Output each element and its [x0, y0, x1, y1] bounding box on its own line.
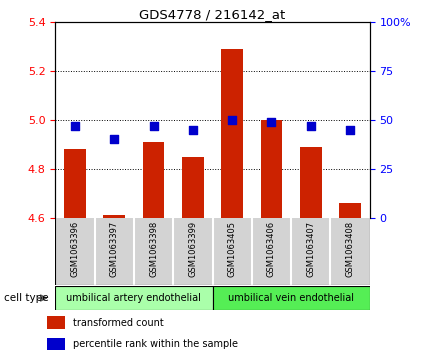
Bar	[64, 149, 86, 218]
Text: GSM1063407: GSM1063407	[306, 221, 315, 277]
Bar	[221, 49, 243, 218]
Text: GSM1063406: GSM1063406	[267, 221, 276, 277]
Text: umbilical vein endothelial: umbilical vein endothelial	[228, 293, 354, 303]
Point	[229, 117, 235, 123]
Point	[190, 127, 196, 132]
Bar	[47, 317, 65, 329]
Text: GSM1063398: GSM1063398	[149, 221, 158, 277]
Text: transformed count: transformed count	[73, 318, 163, 327]
Text: GSM1063396: GSM1063396	[71, 221, 79, 277]
Bar	[339, 203, 361, 218]
Text: umbilical artery endothelial: umbilical artery endothelial	[66, 293, 201, 303]
Text: GSM1063397: GSM1063397	[110, 221, 119, 277]
Bar	[261, 120, 282, 218]
Bar	[212, 286, 370, 310]
Point	[307, 123, 314, 129]
Point	[111, 136, 118, 142]
Text: cell type: cell type	[4, 293, 49, 303]
Text: GSM1063399: GSM1063399	[188, 221, 197, 277]
Point	[268, 119, 275, 125]
Bar	[300, 147, 322, 218]
Bar	[47, 338, 65, 350]
Title: GDS4778 / 216142_at: GDS4778 / 216142_at	[139, 8, 286, 21]
Bar	[143, 142, 164, 218]
Point	[150, 123, 157, 129]
Point	[347, 127, 354, 132]
Point	[71, 123, 78, 129]
Bar	[55, 286, 212, 310]
Text: percentile rank within the sample: percentile rank within the sample	[73, 339, 238, 349]
Text: GSM1063408: GSM1063408	[346, 221, 354, 277]
Bar	[182, 156, 204, 218]
Bar	[103, 215, 125, 218]
Text: GSM1063405: GSM1063405	[228, 221, 237, 277]
